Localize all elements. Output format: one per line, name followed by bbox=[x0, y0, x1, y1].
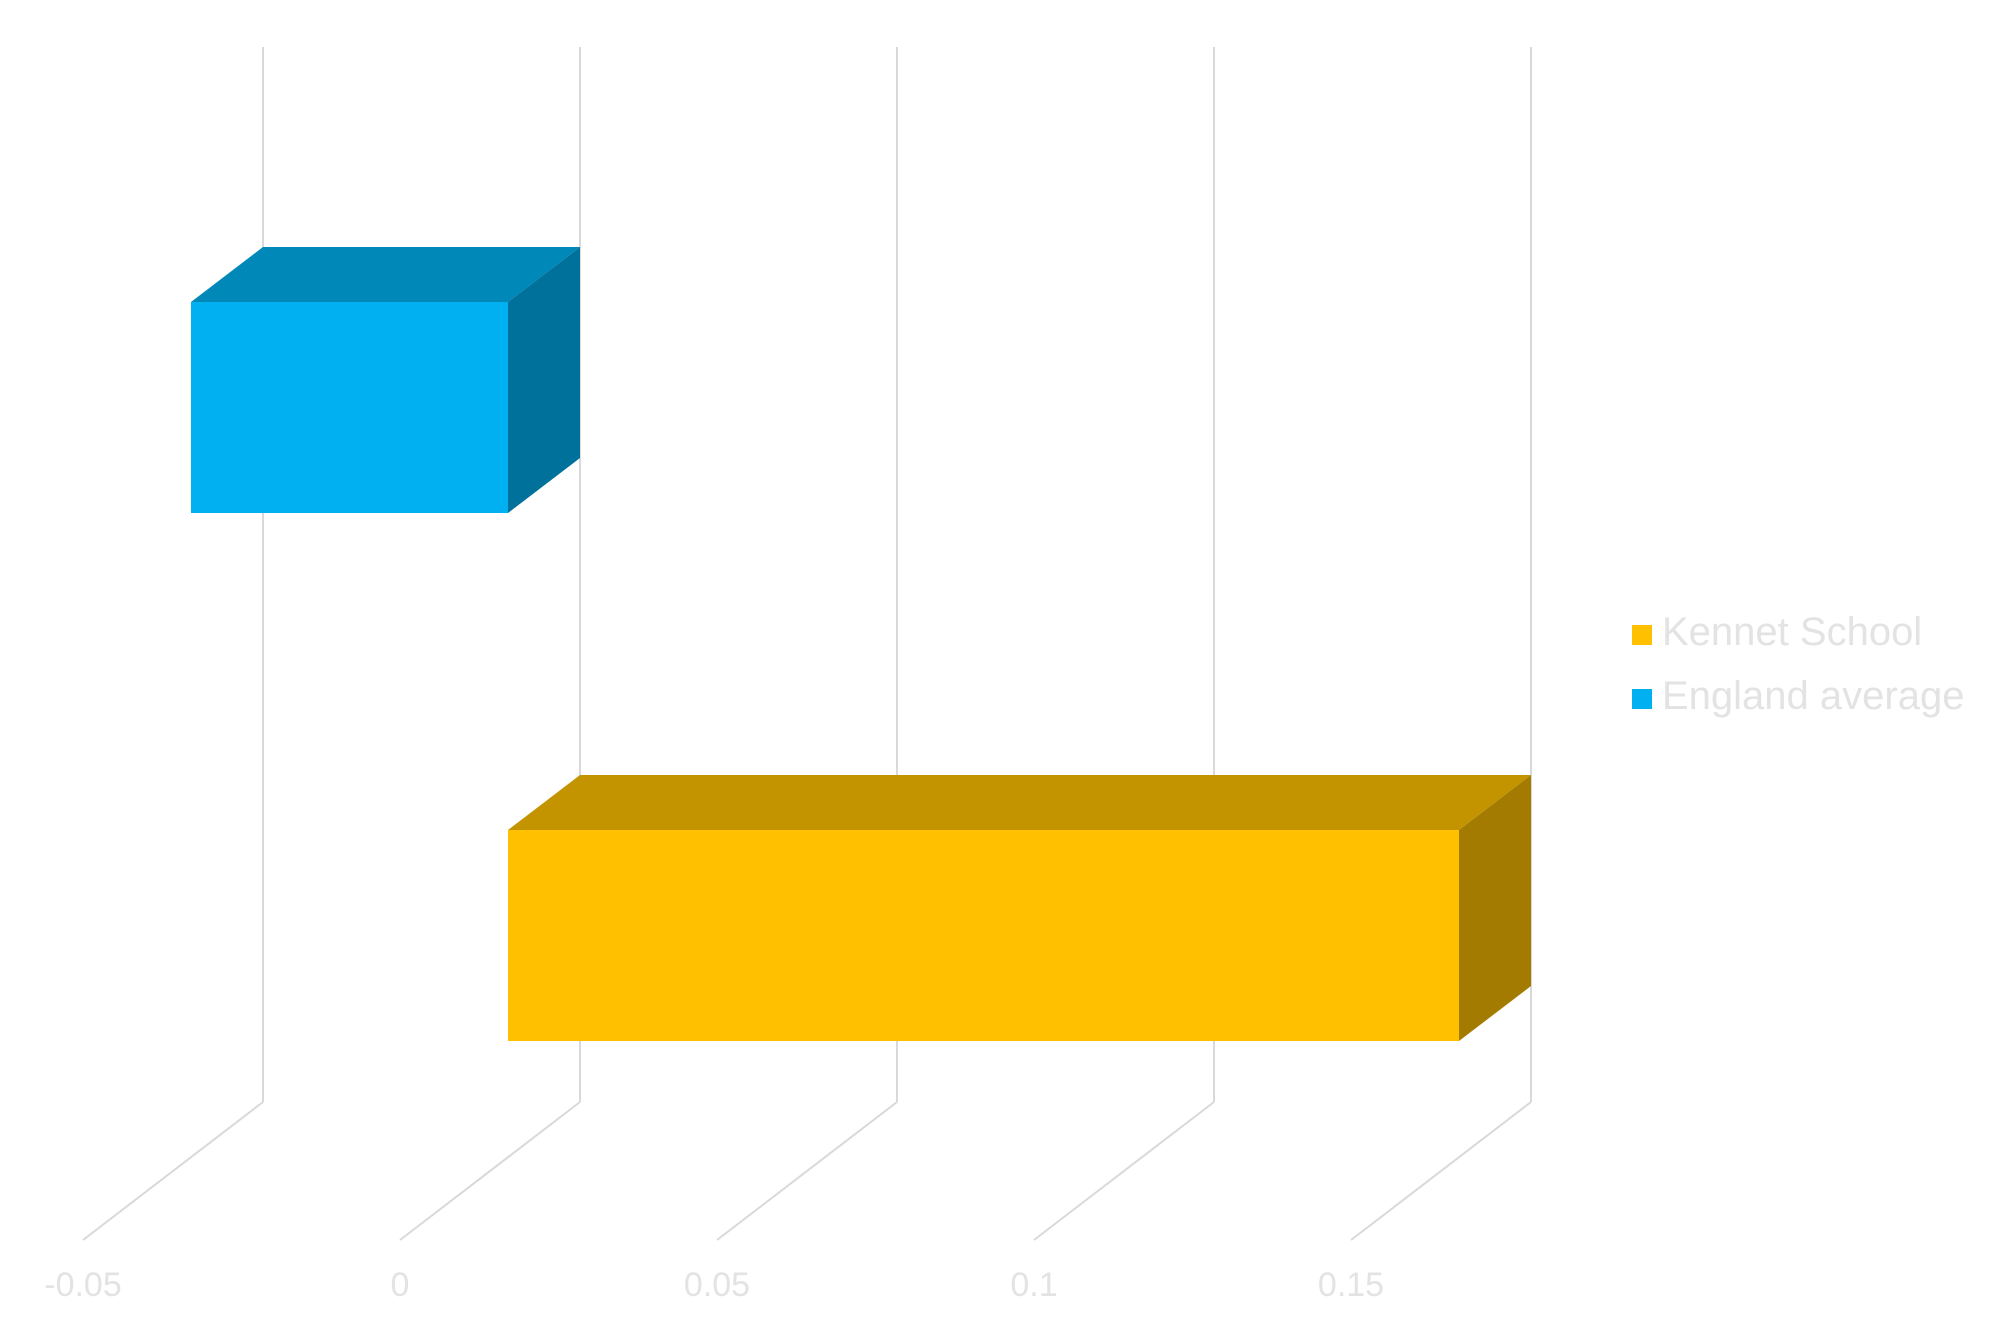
x-axis-tick-labels: -0.05 0 0.05 0.1 0.15 bbox=[44, 1266, 1384, 1304]
legend-label: Kennet School bbox=[1662, 610, 1922, 654]
bar-front-face bbox=[508, 830, 1459, 1041]
legend-swatch bbox=[1632, 689, 1652, 709]
x-tick-label: -0.05 bbox=[44, 1266, 122, 1304]
x-tick-label: 0.1 bbox=[1010, 1266, 1057, 1304]
gridlines bbox=[82, 47, 1532, 1241]
bar-england-average bbox=[191, 247, 580, 513]
gridline-floor bbox=[1033, 1101, 1215, 1241]
bars bbox=[191, 247, 1531, 1041]
gridline-floor bbox=[716, 1101, 898, 1241]
gridline-floor bbox=[82, 1101, 264, 1241]
x-tick-label: 0 bbox=[391, 1266, 410, 1304]
bar-top-face bbox=[191, 247, 580, 302]
x-tick-label: 0.05 bbox=[684, 1266, 750, 1304]
gridline-floor bbox=[399, 1101, 581, 1241]
bar-front-face bbox=[191, 302, 508, 513]
bar-side-face bbox=[508, 247, 580, 513]
bar-top-face bbox=[508, 775, 1531, 830]
gridline-floor bbox=[1350, 1101, 1532, 1241]
x-tick-label: 0.15 bbox=[1318, 1266, 1384, 1304]
legend: Kennet School England average bbox=[1632, 610, 1964, 718]
legend-label: England average bbox=[1662, 674, 1964, 718]
bar-side-face bbox=[1459, 775, 1531, 1041]
legend-swatch bbox=[1632, 625, 1652, 645]
bar-kennet-school bbox=[508, 775, 1531, 1041]
